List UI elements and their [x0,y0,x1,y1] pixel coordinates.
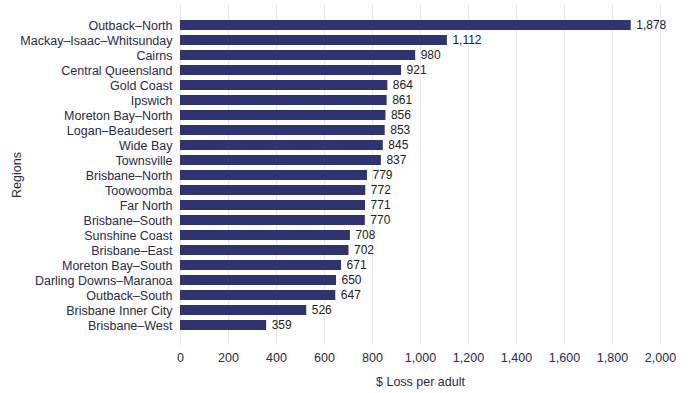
svg-text:Moreton Bay–South: Moreton Bay–South [62,259,173,273]
svg-text:Regions: Regions [10,152,24,198]
svg-text:980: 980 [421,48,441,62]
svg-text:600: 600 [314,351,335,365]
svg-text:Gold Coast: Gold Coast [110,79,173,93]
svg-text:853: 853 [390,123,410,137]
svg-text:1,112: 1,112 [452,33,481,47]
svg-text:Brisbane–East: Brisbane–East [91,244,173,258]
svg-text:1,200: 1,200 [453,351,484,365]
svg-text:Central Queensland: Central Queensland [61,64,172,78]
svg-text:0: 0 [177,351,184,365]
svg-text:Brisbane–North: Brisbane–North [86,169,173,183]
svg-text:921: 921 [407,63,427,77]
svg-text:200: 200 [218,351,239,365]
svg-text:Darling Downs–Maranoa: Darling Downs–Maranoa [35,274,173,288]
svg-text:359: 359 [272,318,292,332]
svg-text:Brisbane–South: Brisbane–South [84,214,173,228]
svg-text:Sunshine Coast: Sunshine Coast [84,229,173,243]
svg-text:770: 770 [370,213,390,227]
svg-text:861: 861 [392,93,412,107]
svg-text:Brisbane–West: Brisbane–West [88,319,173,333]
svg-text:Brisbane Inner City: Brisbane Inner City [66,304,173,318]
svg-text:1,000: 1,000 [405,351,436,365]
svg-text:Wide Bay: Wide Bay [119,139,173,153]
svg-text:1,878: 1,878 [636,18,666,32]
svg-text:856: 856 [391,108,411,122]
svg-text:708: 708 [355,228,375,242]
svg-text:Cairns: Cairns [136,49,172,63]
svg-text:1,600: 1,600 [549,351,580,365]
svg-text:Far North: Far North [120,199,173,213]
svg-text:Outback–South: Outback–South [86,289,172,303]
svg-text:Outback–North: Outback–North [88,19,172,33]
svg-text:1,400: 1,400 [501,351,532,365]
svg-text:526: 526 [312,303,332,317]
svg-text:845: 845 [388,138,408,152]
svg-text:$ Loss per adult: $ Loss per adult [376,375,465,389]
svg-text:771: 771 [371,198,391,212]
svg-text:Toowoomba: Toowoomba [105,184,172,198]
svg-text:772: 772 [371,183,391,197]
svg-text:Ipswich: Ipswich [131,94,173,108]
svg-text:1,800: 1,800 [597,351,628,365]
svg-text:837: 837 [386,153,406,167]
svg-text:779: 779 [372,168,392,182]
svg-text:800: 800 [362,351,383,365]
svg-text:650: 650 [342,273,362,287]
svg-text:671: 671 [347,258,367,272]
svg-text:Moreton Bay–North: Moreton Bay–North [64,109,172,123]
svg-text:864: 864 [393,78,413,92]
svg-text:647: 647 [341,288,361,302]
svg-text:Mackay–Isaac–Whitsunday: Mackay–Isaac–Whitsunday [20,34,173,48]
svg-text:702: 702 [354,243,374,257]
svg-text:2,000: 2,000 [645,351,676,365]
svg-text:Townsville: Townsville [116,154,173,168]
svg-text:Logan–Beaudesert: Logan–Beaudesert [67,124,173,138]
svg-text:400: 400 [266,351,287,365]
